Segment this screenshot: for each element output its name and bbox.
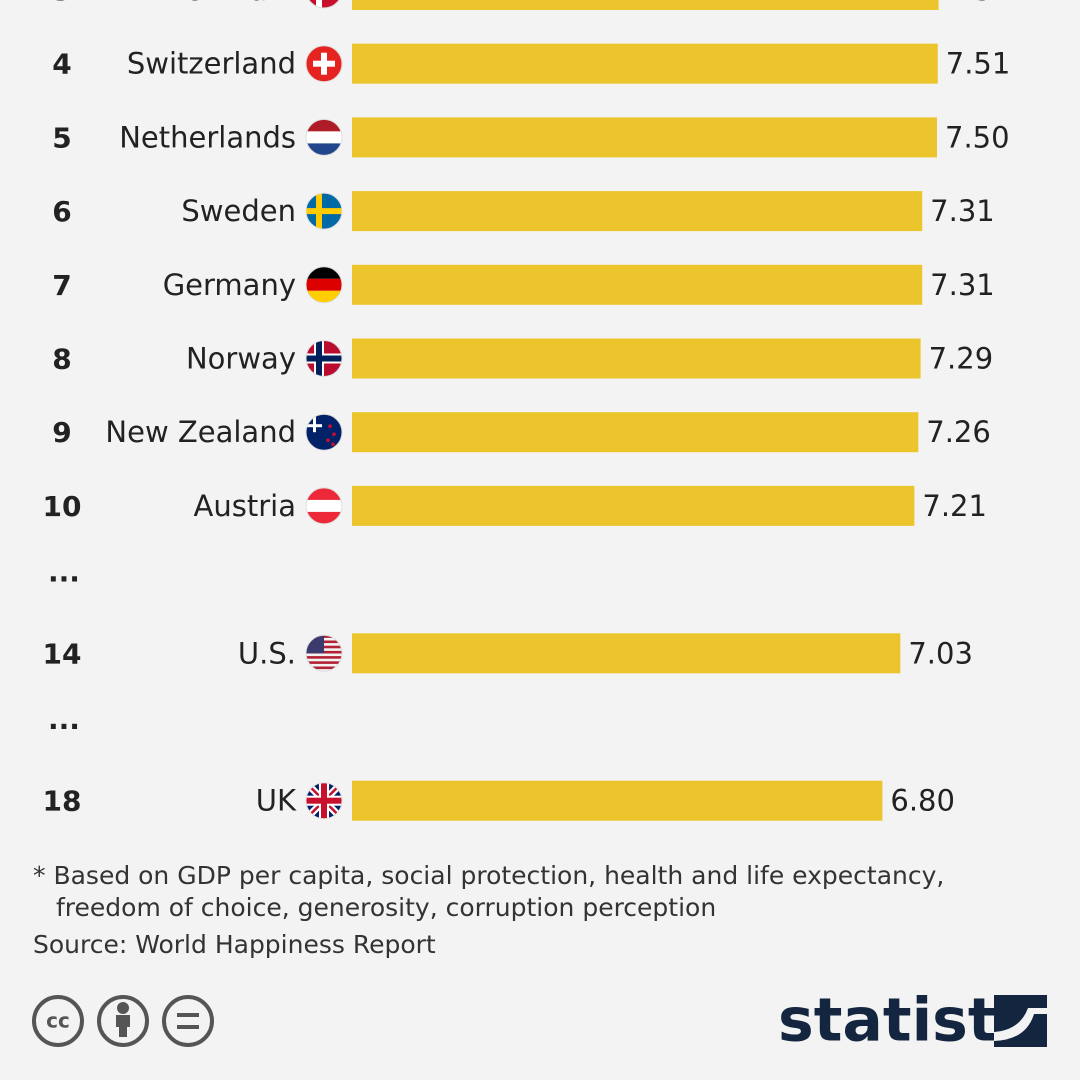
rank: 8 [52, 343, 71, 376]
country-label: New Zealand [105, 415, 296, 449]
flag-part [306, 656, 342, 659]
rank: 7 [52, 269, 71, 302]
flag-part [306, 797, 342, 804]
license-icons [32, 995, 214, 1047]
rank: 18 [43, 785, 82, 818]
bar [352, 43, 938, 84]
value-label: 7.50 [945, 120, 1010, 154]
rank: 5 [52, 121, 71, 154]
flag [306, 0, 342, 8]
flag-rim [305, 340, 343, 377]
rank: 6 [52, 195, 71, 228]
brand-icon [994, 995, 1047, 1047]
rank: 14 [43, 637, 82, 670]
flag-rim [305, 782, 343, 820]
country-label: Netherlands [119, 120, 296, 154]
rows: 3 Denmark 7.52 4 Switzerland 7.51 5 Netherlands… [43, 0, 1012, 821]
bar [352, 191, 923, 232]
flag-part [326, 438, 330, 442]
flag-part [332, 432, 336, 436]
bar [352, 633, 901, 674]
flag-part [331, 442, 335, 446]
flag-part [306, 208, 342, 215]
value-label: 7.26 [926, 415, 991, 449]
flag-part [313, 60, 335, 67]
flag-part [328, 424, 332, 428]
ellipsis: ... [48, 556, 80, 589]
value-label: 7.29 [929, 342, 994, 376]
value-label: 7.31 [930, 268, 995, 302]
rank: 3 [52, 0, 71, 7]
flag-part [306, 290, 342, 303]
source: Source: World Happiness Report [33, 930, 436, 959]
value-label: 7.03 [908, 636, 973, 670]
country-label: U.S. [238, 636, 296, 670]
flag-part [306, 661, 342, 664]
flag-part [306, 143, 342, 156]
flag-part [306, 355, 342, 362]
flag-part [313, 416, 316, 433]
flag-part [306, 499, 342, 512]
flag [306, 193, 342, 230]
country-label: Austria [194, 489, 296, 523]
value-label: 7.31 [930, 194, 995, 228]
flag [306, 782, 342, 819]
flag-rim [305, 487, 343, 525]
footnote: freedom of choice, generosity, corruptio… [56, 893, 716, 922]
license-text: cc [46, 1009, 70, 1033]
flag [306, 266, 342, 303]
country-label: Switzerland [127, 47, 296, 81]
flag [306, 119, 342, 156]
flag-part [306, 119, 342, 132]
bar [352, 780, 883, 821]
flag-part [316, 0, 322, 8]
flag-part [306, 666, 342, 670]
flag-rim [305, 266, 343, 304]
brand: statista [778, 986, 1037, 1056]
bar [352, 0, 939, 10]
bar [352, 264, 923, 305]
bar [352, 338, 921, 379]
ellipsis: ... [48, 703, 80, 736]
flag-part [306, 266, 342, 279]
value-label: 7.52 [947, 0, 1012, 7]
country-label: Sweden [181, 194, 296, 228]
flag-part [306, 131, 342, 144]
bar [352, 485, 915, 526]
value-label: 7.21 [922, 489, 987, 523]
flag [306, 45, 342, 82]
flag [306, 487, 342, 524]
bar [352, 412, 919, 453]
flag-part [306, 0, 342, 8]
flag-part [306, 278, 342, 291]
country-label: UK [256, 784, 297, 818]
bar [352, 117, 937, 158]
flag [306, 340, 342, 377]
flag-rim [308, 0, 340, 9]
country-label: Norway [186, 342, 296, 376]
flag-rim [305, 45, 343, 83]
flag [306, 414, 342, 451]
footnote: * Based on GDP per capita, social protec… [33, 861, 944, 890]
flag-rim [305, 118, 343, 156]
rank: 10 [43, 490, 82, 523]
rank: 9 [52, 416, 71, 449]
country-label: Germany [163, 268, 296, 302]
flag-rim [305, 413, 343, 451]
flag-part [306, 414, 342, 451]
rank: 4 [52, 48, 71, 81]
country-label: Denmark [163, 0, 296, 7]
flag-rim [305, 192, 343, 230]
flag-rim [305, 634, 343, 672]
value-label: 7.51 [946, 47, 1011, 81]
value-label: 6.80 [890, 784, 955, 818]
